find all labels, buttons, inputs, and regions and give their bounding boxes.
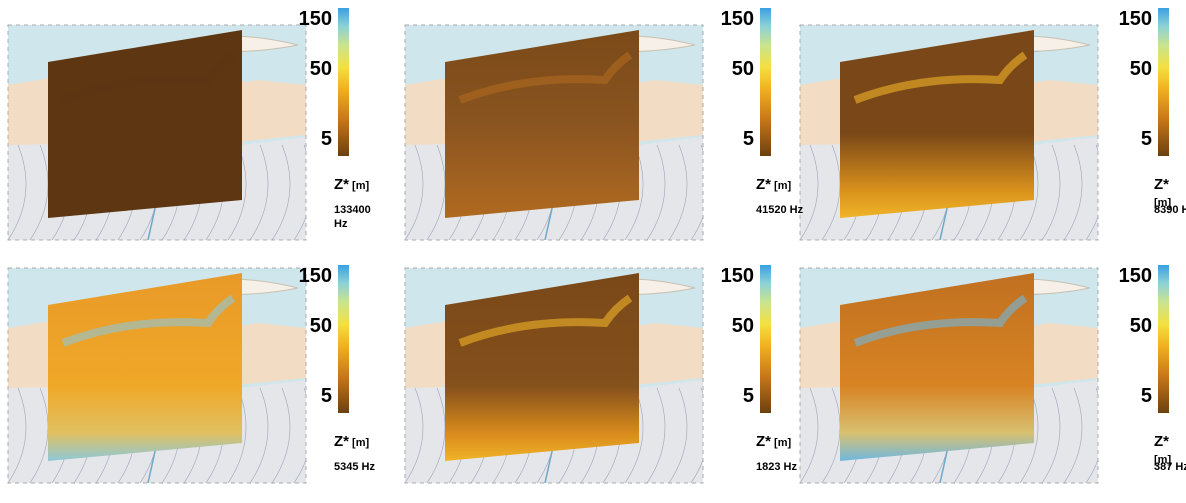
axis-symbol: Z*: [334, 176, 349, 193]
axis-symbol: Z*: [1154, 433, 1169, 450]
colorbar-tick-label: 150: [292, 265, 332, 288]
colorbar: [1158, 8, 1169, 156]
map: [405, 268, 709, 483]
colorbar: [760, 8, 771, 156]
overlay: [48, 273, 242, 461]
colorbar-tick-label: 150: [292, 8, 332, 31]
colorbar: [338, 8, 349, 156]
colorbar-tick-label: 5: [714, 128, 754, 151]
map-panel: [8, 25, 312, 240]
colorbar-tick-label: 50: [292, 315, 332, 338]
map: [405, 25, 709, 240]
colorbar-tick-label: 150: [714, 265, 754, 288]
map: [8, 268, 312, 483]
colorbar: [760, 265, 771, 413]
overlay: [445, 273, 639, 461]
maps: [0, 0, 1186, 503]
colorbar-tick-label: 5: [1112, 128, 1152, 151]
colorbar-tick-label: 50: [714, 315, 754, 338]
colorbar-tick-label: 150: [1112, 265, 1152, 288]
colorbar-tick-label: 5: [1112, 385, 1152, 408]
axis-label: Z* [m]: [756, 176, 791, 193]
axis-label: Z* [m]: [756, 433, 791, 450]
frequency-label: 133400 Hz: [334, 203, 386, 231]
axis-label: Z* [m]: [334, 176, 369, 193]
frequency-label: 41520 Hz: [756, 203, 808, 217]
axis-symbol: Z*: [756, 433, 771, 450]
colorbar-tick-label: 150: [714, 8, 754, 31]
colorbar: [338, 265, 349, 413]
colorbar-tick-label: 50: [1112, 58, 1152, 81]
colorbar: [1158, 265, 1169, 413]
figure: 150 50 5 Z* [m] 133400 Hz 150 50 5 Z* [m] 41520 H…: [0, 0, 1186, 503]
axis-unit: [m]: [349, 437, 369, 449]
colorbar-tick-label: 5: [292, 128, 332, 151]
frequency-label: 5345 Hz: [334, 460, 386, 474]
axis-symbol: Z*: [334, 433, 349, 450]
axis-unit: [m]: [349, 180, 369, 192]
map: [8, 25, 312, 240]
colorbar-tick-label: 50: [292, 58, 332, 81]
map-panel: [800, 25, 1104, 240]
frequency-label: 1823 Hz: [756, 460, 808, 474]
overlay: [840, 30, 1034, 218]
map: [800, 268, 1104, 483]
map-panel: [800, 268, 1104, 483]
overlay: [48, 30, 242, 218]
map-panel: [405, 268, 709, 483]
colorbar-tick-label: 150: [1112, 8, 1152, 31]
overlay: [445, 30, 639, 218]
map-panel: [8, 268, 312, 483]
axis-unit: [m]: [771, 180, 791, 192]
colorbar-tick-label: 5: [714, 385, 754, 408]
colorbar-tick-label: 50: [714, 58, 754, 81]
frequency-label: 387 Hz: [1154, 460, 1186, 474]
axis-label: Z* [m]: [334, 433, 369, 450]
axis-symbol: Z*: [756, 176, 771, 193]
axis-unit: [m]: [771, 437, 791, 449]
colorbar-tick-label: 5: [292, 385, 332, 408]
map: [800, 25, 1104, 240]
frequency-label: 8390 Hz: [1154, 203, 1186, 217]
map-panel: [405, 25, 709, 240]
colorbar-tick-label: 50: [1112, 315, 1152, 338]
axis-symbol: Z*: [1154, 176, 1169, 193]
overlay: [840, 273, 1034, 461]
